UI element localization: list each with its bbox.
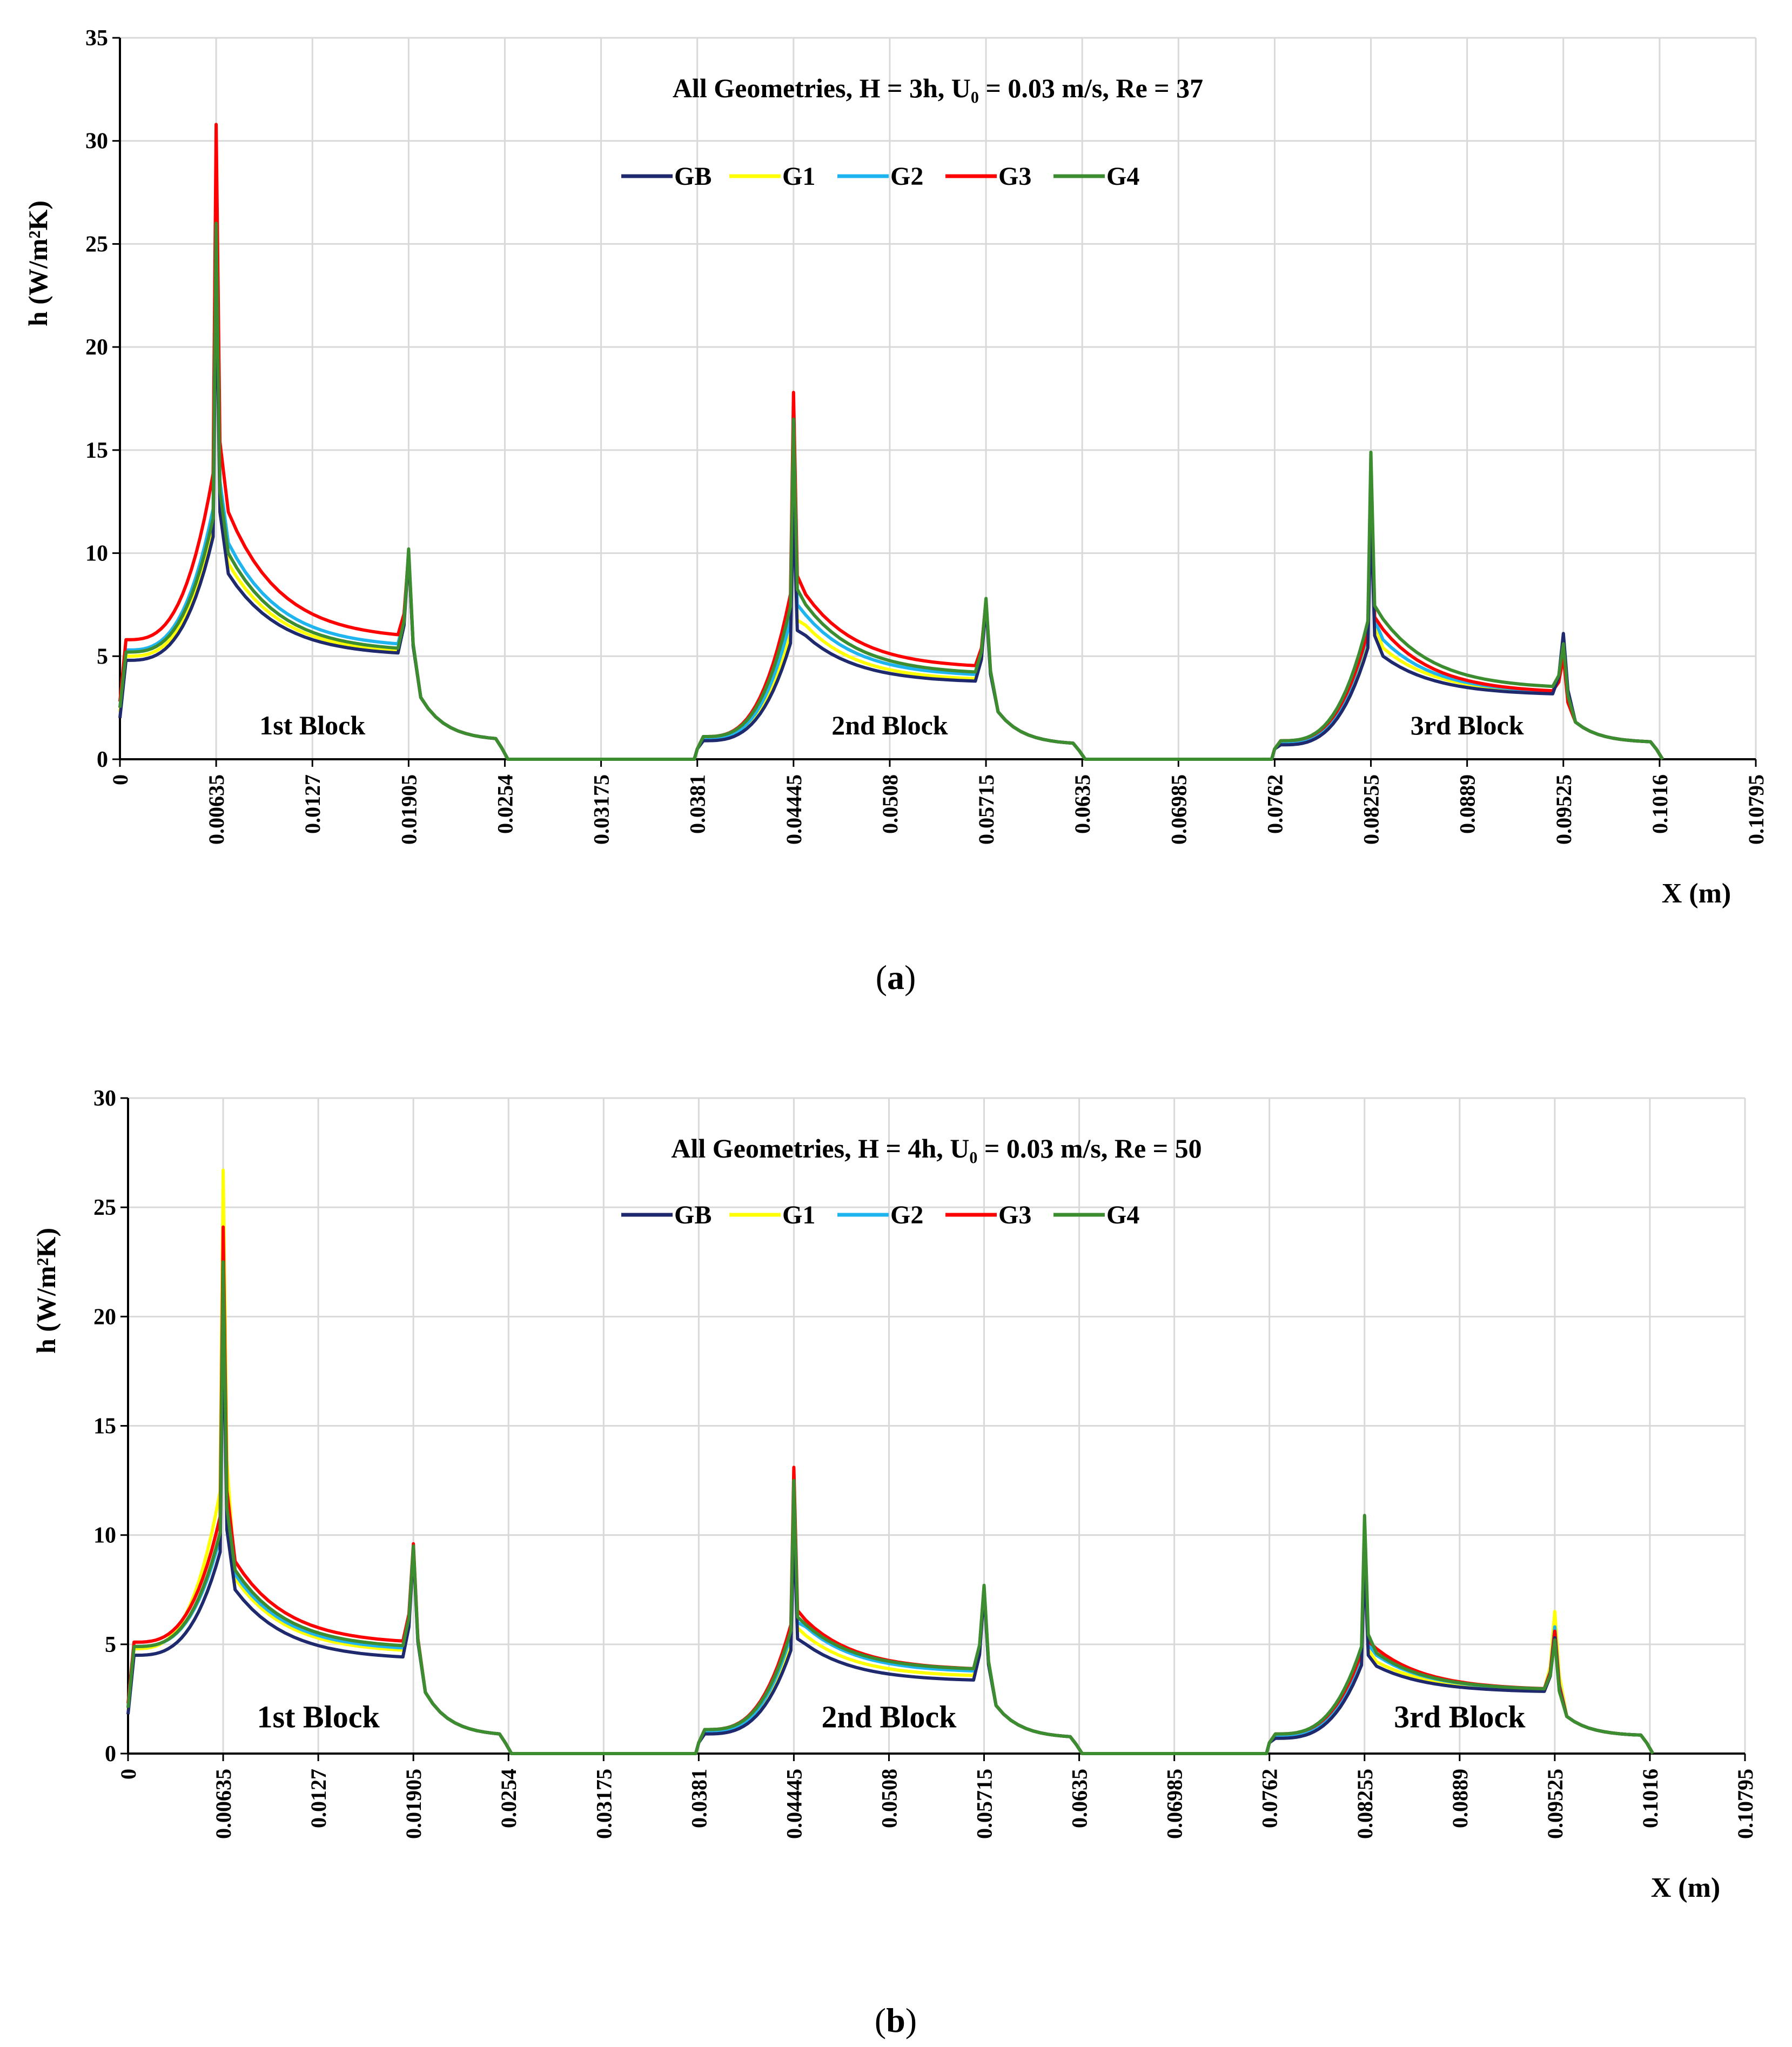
x-tick-label: 0.0635 xyxy=(1070,774,1095,834)
x-tick-label: 0.04445 xyxy=(782,774,806,845)
x-tick-label: 0.0127 xyxy=(300,774,325,834)
y-tick-label: 20 xyxy=(85,335,108,360)
legend-label-g3: G3 xyxy=(998,1201,1031,1229)
y-tick-label: 15 xyxy=(93,1414,116,1439)
block-annotation: 2nd Block xyxy=(822,1699,957,1734)
legend-label-g1: G1 xyxy=(782,162,815,191)
series-line-gb xyxy=(118,263,1665,761)
x-tick-label: 0.0889 xyxy=(1455,774,1480,834)
x-tick-label: 0.0381 xyxy=(687,1769,711,1828)
series-line-g4 xyxy=(126,1260,1655,1755)
x-tick-label: 0.0762 xyxy=(1263,774,1287,834)
x-tick-label: 0 xyxy=(116,1769,140,1780)
legend-label-gb: GB xyxy=(674,1201,712,1229)
caption-a: (a) xyxy=(876,958,916,996)
x-tick-label: 0.09525 xyxy=(1552,774,1576,845)
legend-label-g2: G2 xyxy=(890,1201,923,1229)
y-tick-label: 25 xyxy=(93,1195,116,1220)
x-tick-label: 0.00635 xyxy=(211,1769,236,1839)
x-tick-label: 0.0254 xyxy=(496,1769,521,1828)
series-line-g1 xyxy=(126,1168,1655,1755)
x-tick-label: 0.06985 xyxy=(1166,774,1191,845)
x-tick-label: 0.0762 xyxy=(1258,1769,1282,1828)
legend-label-g1: G1 xyxy=(782,1201,815,1229)
y-tick-label: 15 xyxy=(85,438,108,463)
x-tick-label: 0.0127 xyxy=(306,1769,331,1828)
x-tick-label: 0.10795 xyxy=(1744,774,1768,845)
block-annotation: 1st Block xyxy=(259,710,365,740)
series-line-g4 xyxy=(118,222,1665,761)
x-tick-label: 0.06985 xyxy=(1163,1769,1187,1839)
x-tick-label: 0.1016 xyxy=(1648,774,1672,834)
legend-label-gb: GB xyxy=(674,162,712,191)
chart-title: All Geometries, H = 4h, U₀ = 0.03 m/s, R… xyxy=(671,1133,1202,1163)
y-tick-label: 5 xyxy=(97,644,108,669)
chart-title: All Geometries, H = 3h, U₀ = 0.03 m/s, R… xyxy=(673,73,1203,103)
x-tick-label: 0.0254 xyxy=(493,774,517,834)
block-annotation: 3rd Block xyxy=(1411,710,1524,740)
x-tick-label: 0.03175 xyxy=(592,1769,616,1839)
x-tick-label: 0.05715 xyxy=(972,1769,997,1839)
y-tick-label: 10 xyxy=(93,1523,116,1548)
y-axis-title: h (W/m²K) xyxy=(23,200,53,326)
legend-label-g2: G2 xyxy=(890,162,923,191)
y-tick-label: 10 xyxy=(85,541,108,566)
x-tick-label: 0.09525 xyxy=(1543,1769,1567,1839)
y-tick-label: 35 xyxy=(85,26,108,51)
legend-label-g4: G4 xyxy=(1106,162,1139,191)
x-tick-label: 0.04445 xyxy=(782,1769,806,1839)
block-annotation: 1st Block xyxy=(257,1699,380,1734)
series-line-g3 xyxy=(118,123,1665,761)
x-tick-label: 0.10795 xyxy=(1733,1769,1757,1839)
series-line-g2 xyxy=(118,201,1665,761)
x-axis-title: X (m) xyxy=(1651,1872,1721,1903)
y-tick-label: 25 xyxy=(85,232,108,257)
x-tick-label: 0.01905 xyxy=(397,774,421,845)
caption-b: (b) xyxy=(875,2001,917,2039)
y-tick-label: 20 xyxy=(93,1305,116,1329)
x-tick-label: 0.0635 xyxy=(1068,1769,1092,1828)
chart-panel-a: 0 0.00635 0.0127 0.01905 0.0254 0.03175 0.0381… xyxy=(23,26,1768,909)
block-annotation: 3rd Block xyxy=(1394,1699,1526,1734)
x-tick-label: 0 xyxy=(108,774,132,785)
x-tick-label: 0.08255 xyxy=(1359,774,1384,845)
y-tick-label: 0 xyxy=(105,1742,116,1767)
x-axis-title: X (m) xyxy=(1662,878,1731,909)
y-tick-label: 30 xyxy=(93,1086,116,1111)
x-tick-label: 0.08255 xyxy=(1353,1769,1377,1839)
x-tick-label: 0.03175 xyxy=(589,774,614,845)
legend-label-g4: G4 xyxy=(1106,1201,1139,1229)
x-tick-label: 0.0381 xyxy=(686,774,710,834)
chart-panel-b: 0 0.00635 0.0127 0.01905 0.0254 0.03175 0.0381… xyxy=(31,1086,1757,1903)
series-line-g1 xyxy=(118,242,1665,761)
y-tick-label: 5 xyxy=(105,1633,116,1657)
y-tick-label: 0 xyxy=(97,747,108,772)
series-line-gb xyxy=(126,1304,1655,1755)
block-annotation: 2nd Block xyxy=(831,710,948,740)
x-tick-label: 0.0508 xyxy=(877,1769,901,1828)
y-axis-title: h (W/m²K) xyxy=(31,1228,61,1354)
x-tick-label: 0.1016 xyxy=(1638,1769,1662,1828)
x-tick-label: 0.00635 xyxy=(204,774,229,845)
y-tick-label: 30 xyxy=(85,129,108,154)
legend-label-g3: G3 xyxy=(998,162,1031,191)
x-tick-label: 0.01905 xyxy=(401,1769,426,1839)
x-tick-label: 0.0508 xyxy=(878,774,902,834)
x-tick-label: 0.0889 xyxy=(1448,1769,1472,1828)
x-tick-label: 0.05715 xyxy=(974,774,998,845)
